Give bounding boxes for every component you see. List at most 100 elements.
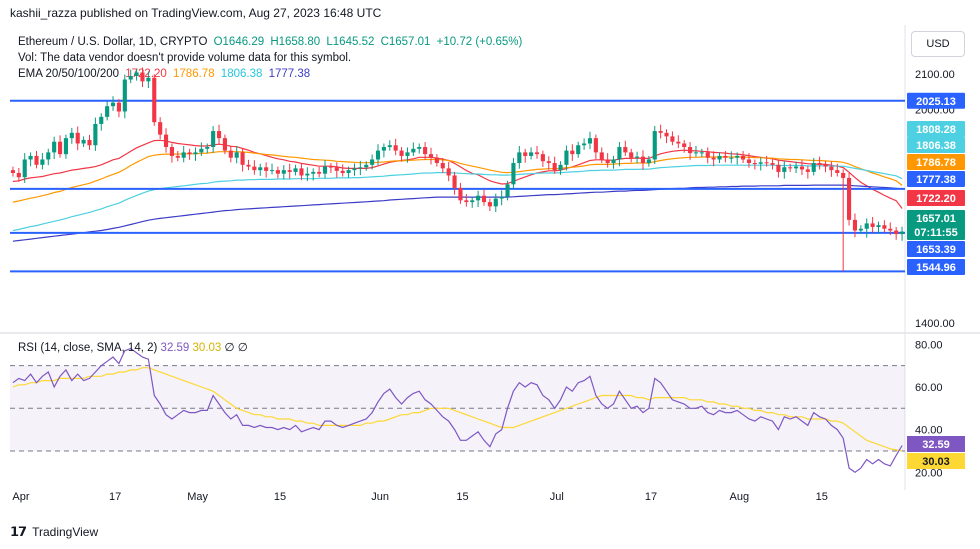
rsi-axis-label: 30.03 (907, 453, 965, 469)
candle-body (387, 145, 392, 148)
candle-body (299, 168, 304, 176)
candle (358, 160, 363, 176)
candle (258, 163, 263, 176)
candle-body (688, 147, 693, 154)
candle (446, 161, 451, 182)
candle (487, 198, 492, 211)
candle-body (216, 131, 222, 139)
candle-body (764, 162, 769, 164)
candle-body (452, 175, 457, 188)
candle (87, 134, 92, 150)
candle (40, 153, 45, 170)
candle (523, 148, 528, 163)
candle (876, 221, 881, 234)
price-axis-label-bg (907, 210, 965, 226)
ohlc-close: C1657.01 (380, 36, 431, 48)
candle-body (782, 167, 787, 172)
tradingview-logo-icon: 𝟭𝟳 (10, 524, 27, 539)
candle-body (411, 148, 416, 153)
candle-body (116, 102, 121, 112)
candle (476, 190, 481, 208)
candle-body (564, 150, 569, 165)
candle-body (228, 150, 233, 158)
candle-body (852, 219, 858, 231)
price-axis-label: 2025.13 (907, 92, 965, 109)
candle-body (823, 164, 828, 167)
candle (393, 138, 398, 156)
x-tick-label: Jul (550, 491, 564, 503)
rsi-axis-label-bg (907, 453, 965, 469)
candle-body (81, 139, 86, 144)
candle (782, 160, 787, 179)
candle (110, 96, 116, 111)
volume-note: Vol: The data vendor doesn't provide vol… (18, 52, 352, 64)
symbol-title[interactable]: Ethereum / U.S. Dollar, 1D, CRYPTO (18, 36, 208, 48)
candle (228, 145, 233, 163)
candle (764, 155, 769, 167)
ema200-value: 1777.38 (268, 68, 311, 80)
rsi-axis-label-text: 30.03 (922, 456, 950, 468)
candle-body (817, 163, 822, 165)
candle (75, 126, 80, 151)
candle-body (635, 156, 640, 158)
candle (611, 155, 616, 169)
candle (635, 151, 640, 164)
candle-body (110, 102, 116, 107)
candle (529, 147, 534, 160)
candle (458, 182, 463, 204)
currency-button[interactable]: USD (911, 31, 965, 57)
candle (116, 99, 121, 118)
candle (829, 161, 834, 177)
candle (340, 164, 345, 177)
candle (222, 134, 227, 155)
price-axis-label-bg (907, 259, 965, 275)
rsi-label[interactable]: RSI (14, close, SMA, 14, 2) (18, 342, 158, 354)
candle-body (246, 164, 251, 167)
candle-body (287, 170, 292, 172)
price-axis-label-text: 1777.38 (916, 174, 956, 186)
candle (275, 166, 280, 179)
price-axis-label-bg (907, 92, 965, 109)
price-axis-label-text: 1722.20 (916, 193, 956, 205)
candle-body (405, 152, 410, 156)
candle (587, 131, 593, 150)
candle (623, 140, 628, 156)
price-axis-label: 1806.38 (907, 137, 965, 153)
price-change: +10.72 (+0.65%) (436, 36, 523, 48)
candle-body (799, 166, 805, 170)
candle-body (811, 163, 816, 172)
candle (864, 218, 869, 238)
candle (717, 152, 722, 164)
price-axis-label: 1722.20 (907, 190, 965, 206)
candle (870, 217, 875, 233)
price-axis-label-bg (907, 154, 965, 170)
candle-body (735, 155, 740, 158)
rsi-legend: RSI (14, close, SMA, 14, 2) 32.59 30.03 … (18, 340, 248, 354)
candle (252, 160, 257, 175)
ohlc-high: H1658.80 (270, 36, 321, 48)
candle-body (10, 170, 16, 173)
candle-body (311, 171, 316, 174)
candle (888, 222, 893, 236)
candle (299, 163, 304, 181)
candle-body (546, 161, 551, 164)
candle (158, 117, 163, 140)
candle-body (511, 163, 516, 185)
candle-body (587, 138, 593, 144)
candle (187, 148, 192, 160)
candle-body (458, 187, 463, 201)
price-tick-label: 2000.00 (915, 105, 955, 117)
candle (741, 150, 746, 164)
ema-line-0 (12, 139, 903, 209)
candle (576, 141, 581, 158)
candle (799, 160, 805, 176)
candle (705, 147, 710, 164)
candle (293, 164, 298, 176)
candle-body (499, 196, 504, 199)
brand-name: TradingView (32, 525, 99, 539)
x-tick-label: Apr (12, 491, 29, 503)
candle (163, 128, 169, 153)
rsi-tick-label: 20.00 (915, 467, 943, 479)
ema-label[interactable]: EMA 20/50/100/200 (18, 68, 120, 80)
